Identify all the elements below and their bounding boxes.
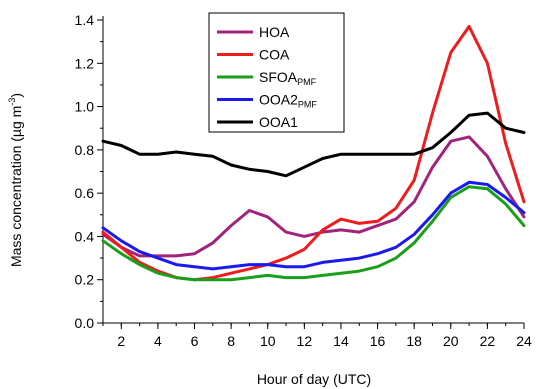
legend-label-subscript: PMF	[298, 100, 318, 110]
x-tick-label: 24	[516, 333, 532, 349]
x-tick-label: 2	[117, 333, 125, 349]
series-line-sfoa	[101, 185, 526, 282]
legend-label: COA	[259, 47, 290, 63]
x-tick-label: 12	[297, 333, 313, 349]
plot-frame	[102, 16, 524, 324]
x-tick-label: 14	[333, 333, 349, 349]
x-tick-label: 16	[370, 333, 386, 349]
legend-label-subscript: PMF	[297, 77, 317, 87]
y-tick-label: 0.4	[75, 228, 95, 244]
series-lines	[101, 25, 526, 282]
x-tick-label: 4	[154, 333, 162, 349]
x-tick-label: 8	[227, 333, 235, 349]
x-ticks: 2 4 6 8 10 12 14 16 18 20 22 24	[102, 323, 532, 349]
y-tick-label: 1.2	[75, 55, 95, 71]
x-tick-label: 18	[406, 333, 422, 349]
series-line-ooa2	[101, 180, 526, 271]
x-tick-label: 20	[443, 333, 459, 349]
legend-label: OOA1	[259, 114, 298, 130]
y-tick-label: 1.0	[75, 99, 95, 115]
x-tick-label: 22	[480, 333, 496, 349]
series-line-ooa1	[101, 111, 526, 178]
x-tick-label: 10	[260, 333, 276, 349]
y-tick-label: 0.8	[75, 142, 95, 158]
y-tick-label: 0.2	[75, 272, 95, 288]
y-ticks: 0.0 0.2 0.4 0.6 0.8 1.0 1.2 1.4	[75, 12, 103, 331]
x-tick-label: 6	[191, 333, 199, 349]
y-axis-title-main: Mass concentration (µg m	[8, 106, 24, 267]
y-tick-label: 1.4	[75, 12, 95, 28]
y-axis-title-superscript: -3	[7, 98, 17, 106]
y-tick-label: 0.6	[75, 185, 95, 201]
y-axis-title-close: )	[8, 93, 24, 98]
series-line-hoa	[101, 135, 526, 258]
y-axis-title: Mass concentration (µg m-3)	[7, 93, 24, 267]
x-axis-title: Hour of day (UTC)	[257, 371, 371, 387]
legend-label: HOA	[259, 24, 290, 40]
y-tick-label: 0.0	[75, 315, 95, 331]
